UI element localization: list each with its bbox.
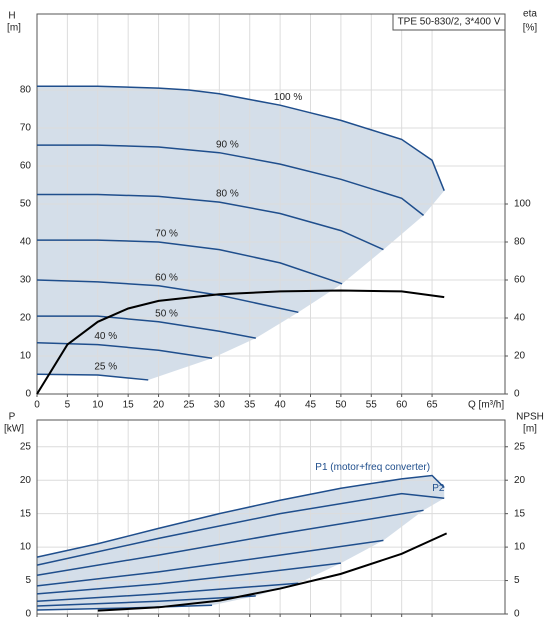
operating-range [37,475,445,610]
y-tick-label: 15 [20,508,32,519]
x-tick-label: 60 [396,400,408,411]
y2-tick-label: 0 [514,609,520,620]
curve-label: 90 % [216,139,239,150]
curve [36,492,445,566]
y-tick-label: 10 [20,542,32,553]
y-tick-label: 30 [20,275,32,286]
x-tick-label: 25 [183,400,195,411]
y2-axis-unit: [%] [523,23,538,34]
x-tick-label: 5 [65,400,71,411]
y-tick-label: 80 [20,85,32,96]
y-tick-label: 25 [20,441,32,452]
curve-label: 25 % [94,362,117,373]
y2-tick-label: 15 [514,508,526,519]
curve [36,474,445,558]
curve [36,509,424,576]
x-axis-label: Q [m³/h] [468,400,504,411]
x-tick-label: 40 [275,400,287,411]
y-axis-unit: [m] [7,23,21,34]
y2-tick-label: 100 [514,199,531,210]
y-axis-unit: [kW] [4,424,24,435]
x-tick-label: 15 [123,400,135,411]
y-tick-label: 40 [20,237,32,248]
curve [36,279,299,314]
y2-axis-unit: [m] [523,424,537,435]
y-tick-label: 5 [25,575,31,586]
x-tick-label: 50 [335,400,347,411]
y2-tick-label: 20 [514,475,526,486]
curve [36,582,299,603]
curve-label: P2 [432,483,445,494]
secondary-curve [36,289,445,395]
y2-tick-label: 25 [514,441,526,452]
curve [37,144,425,216]
curve-label: 40 % [94,331,117,342]
y-tick-label: 0 [25,389,31,400]
x-tick-label: 10 [92,400,104,411]
curve-label: 70 % [155,229,178,240]
y2-tick-label: 60 [514,275,526,286]
x-tick-label: 55 [366,400,378,411]
x-tick-label: 30 [214,400,226,411]
y-tick-label: 0 [25,609,31,620]
y2-tick-label: 0 [514,389,520,400]
curve [36,562,341,595]
y2-tick-label: 5 [514,575,520,586]
x-tick-label: 35 [244,400,256,411]
curve [36,373,149,381]
y2-tick-label: 10 [514,542,526,553]
y2-axis-label: NPSH [516,412,544,423]
curve [36,604,213,611]
y-tick-label: 60 [20,161,32,172]
x-tick-label: 0 [34,400,40,411]
curve-label: 60 % [155,272,178,283]
curve-label: P1 (motor+freq converter) [315,462,430,473]
chart-title: TPE 50-830/2, 3*400 V [398,17,501,28]
plot-frame [36,419,506,615]
curve [36,539,384,587]
secondary-curve [97,532,448,612]
curve-label: 80 % [216,189,239,200]
plot-frame [36,13,506,395]
y2-tick-label: 40 [514,313,526,324]
y2-tick-label: 80 [514,237,526,248]
y2-axis-label: eta [523,9,537,20]
curve [36,595,256,607]
x-tick-label: 65 [427,400,439,411]
y-tick-label: 20 [20,475,32,486]
y-axis-label: P [9,412,16,423]
y-axis-label: H [8,11,15,22]
y-tick-label: 20 [20,313,32,324]
x-tick-label: 20 [153,400,165,411]
curve-label: 100 % [274,92,302,103]
title-box [392,13,506,31]
curve [37,85,445,191]
y-tick-label: 50 [20,199,32,210]
curve [37,239,343,285]
curve [37,193,384,251]
x-tick-label: 45 [305,400,317,411]
y-tick-label: 10 [20,351,32,362]
curve [37,315,256,339]
y-tick-label: 70 [20,123,32,134]
y2-tick-label: 20 [514,351,526,362]
curve-label: 50 % [155,308,178,319]
